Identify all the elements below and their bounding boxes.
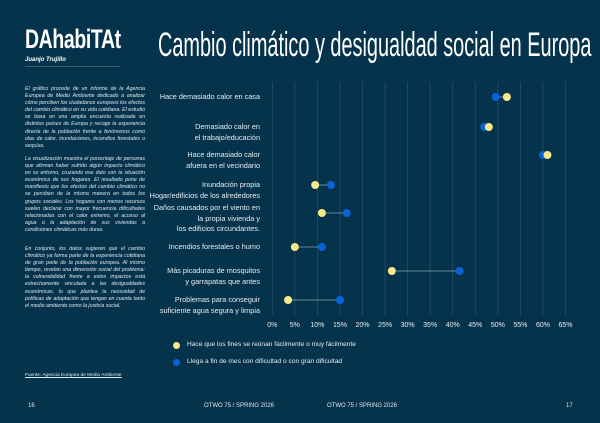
legend-label: Llega a fin de mes con dificultad o con … [187, 358, 343, 365]
source-link[interactable]: Fuente: Agencia Europea de Medio Ambient… [25, 373, 122, 378]
point-difficulty [342, 209, 351, 217]
category-label: Hace demasiado calor afuera en el vecind… [186, 150, 260, 170]
x-tick-label: 35% [423, 322, 437, 329]
x-tick-label: 15% [333, 322, 347, 329]
intro-paragraph: El gráfico procede de un informe de la A… [25, 86, 145, 149]
legend-swatch-yellow [173, 342, 180, 349]
divider [25, 66, 120, 67]
point-easy [543, 151, 552, 159]
point-easy [387, 267, 396, 275]
category-label: Problemas para conseguir suficiente agua… [159, 295, 260, 315]
point-difficulty [317, 243, 326, 251]
x-tick-label: 5% [290, 322, 300, 329]
intro-paragraph: La visualización muestra el porcentaje d… [25, 156, 145, 233]
point-easy [484, 123, 493, 131]
page-number-right: 17 [566, 403, 573, 409]
point-easy [290, 243, 299, 251]
x-tick-label: 60% [536, 322, 550, 329]
x-tick-label: 0% [267, 322, 277, 329]
brand-logo: DAhabiTAt [25, 24, 121, 54]
x-tick-label: 65% [558, 322, 572, 329]
point-difficulty [326, 181, 335, 189]
author: Juanjo Trujillo [25, 57, 66, 63]
point-difficulty [491, 93, 500, 101]
x-tick-label: 10% [310, 322, 324, 329]
page-number-left: 16 [28, 403, 35, 409]
category-label: Inundación propia Hogar/edificios de los… [149, 180, 260, 200]
footer-title-right: OTWO 75 / SPRING 2026 [327, 403, 398, 409]
category-label: Incendios forestales o humo [168, 242, 260, 251]
point-easy [502, 93, 511, 101]
legend-label: Hace que los fines se reúnan fácilmente … [187, 341, 356, 348]
x-tick-label: 55% [513, 322, 527, 329]
footer-title-left: OTWO 75 / SPRING 2026 [204, 403, 275, 409]
intro-paragraph: En conjunto, los datos sugieren que el c… [25, 246, 145, 309]
x-tick-label: 50% [491, 322, 505, 329]
point-easy [311, 181, 320, 189]
legend-swatch-blue [173, 359, 180, 366]
x-tick-label: 30% [401, 322, 415, 329]
point-easy [317, 209, 326, 217]
category-label: Daños causados por el viento en la propi… [153, 203, 260, 233]
x-tick-label: 20% [356, 322, 370, 329]
x-tick-label: 25% [378, 322, 392, 329]
category-label: Hace demasiado calor en casa [159, 92, 260, 101]
point-difficulty [335, 296, 344, 304]
category-label: Demasiado calor en el trabajo/educación [194, 122, 260, 142]
category-label: Más picaduras de mosquitos y garrapatas … [167, 266, 260, 286]
x-tick-label: 40% [446, 322, 460, 329]
page-title: Cambio climático y desigualdad social en… [158, 26, 592, 64]
x-tick-label: 45% [468, 322, 482, 329]
point-difficulty [455, 267, 464, 275]
point-easy [284, 296, 293, 304]
